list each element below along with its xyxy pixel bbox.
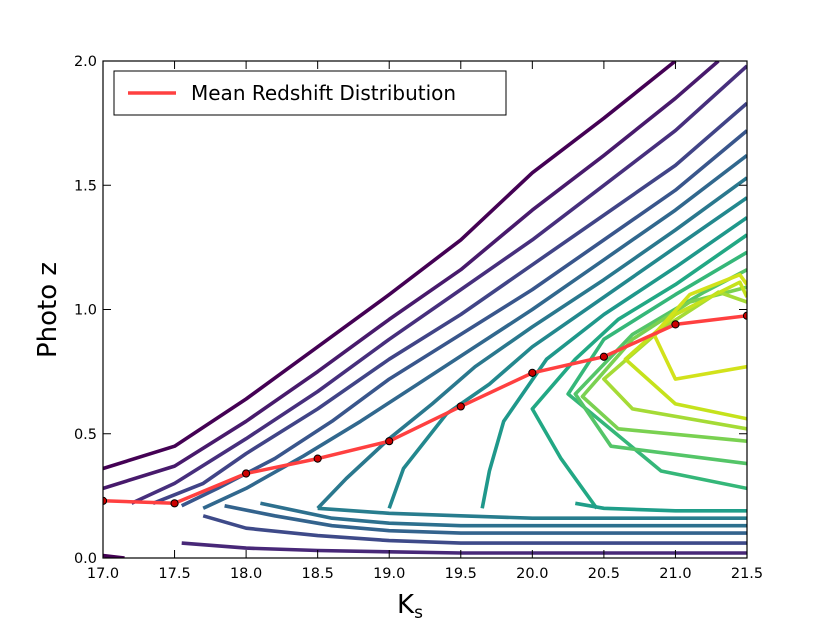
series-line-mean-redshift xyxy=(103,313,747,506)
data-point-8 xyxy=(671,320,680,329)
legend-label: Mean Redshift Distribution xyxy=(191,81,456,105)
data-point-2 xyxy=(242,469,251,478)
data-point-3 xyxy=(313,454,322,463)
contour-bottom-line-5 xyxy=(574,501,747,513)
contour-line-8 xyxy=(480,216,747,509)
x-axis-label-subscript: s xyxy=(414,603,423,623)
y-tick-label-2: 1.0 xyxy=(74,303,97,319)
x-tick-label-9: 21.5 xyxy=(731,566,763,582)
data-point-7 xyxy=(599,352,608,361)
contour-line-9 xyxy=(530,233,747,510)
contour-line-6 xyxy=(316,176,747,510)
y-tick-label-4: 2.0 xyxy=(74,54,97,70)
contour-bottom-line-1 xyxy=(202,514,747,545)
contour-line-10 xyxy=(566,250,747,491)
x-axis-label: Ks xyxy=(397,590,423,623)
x-tick-label-7: 20.5 xyxy=(588,566,620,582)
contour-line-1 xyxy=(103,61,720,491)
data-point-5 xyxy=(456,402,465,411)
contour-line-2 xyxy=(130,64,747,505)
legend-box xyxy=(113,70,507,116)
legend: Mean Redshift Distribution xyxy=(113,70,507,116)
contour-bottom-line-4 xyxy=(317,506,747,521)
contour-line-15 xyxy=(652,272,747,381)
contour-bottom-line-2 xyxy=(224,504,747,535)
data-point-4 xyxy=(385,437,394,446)
contour-layer xyxy=(103,61,747,558)
x-axis: 17.0 17.5 18.0 18.5 19.0 19.5 20.0 20.5 21.0 21.5 xyxy=(87,61,763,582)
contour-line-3 xyxy=(152,101,747,505)
x-tick-label-5: 19.5 xyxy=(445,566,477,582)
contour-line-12 xyxy=(580,285,747,443)
y-axis-label: Photo z xyxy=(33,262,63,358)
contour-bottom-line-3 xyxy=(260,501,747,528)
contour-line-7 xyxy=(387,196,747,509)
x-tick-label-2: 18.0 xyxy=(230,566,262,582)
y-tick-label-1: 0.5 xyxy=(74,427,97,443)
x-tick-label-4: 19.0 xyxy=(373,566,405,582)
contour-line-0 xyxy=(103,61,677,471)
data-point-9 xyxy=(742,311,747,320)
y-tick-label-0: 0.0 xyxy=(74,551,97,567)
x-tick-label-6: 20.0 xyxy=(516,566,548,582)
series-layer xyxy=(103,311,747,508)
contour-line-5 xyxy=(202,153,747,510)
contour-line-11 xyxy=(573,268,747,466)
x-tick-label-0: 17.0 xyxy=(87,566,119,582)
data-point-1 xyxy=(170,499,179,508)
x-tick-label-3: 18.5 xyxy=(302,566,334,582)
y-axis: 0.0 0.5 1.0 1.5 2.0 xyxy=(74,54,747,567)
y-tick-label-3: 1.5 xyxy=(74,178,97,194)
x-tick-label-1: 17.5 xyxy=(158,566,190,582)
x-tick-label-8: 21.0 xyxy=(659,566,691,582)
data-point-6 xyxy=(528,368,537,377)
